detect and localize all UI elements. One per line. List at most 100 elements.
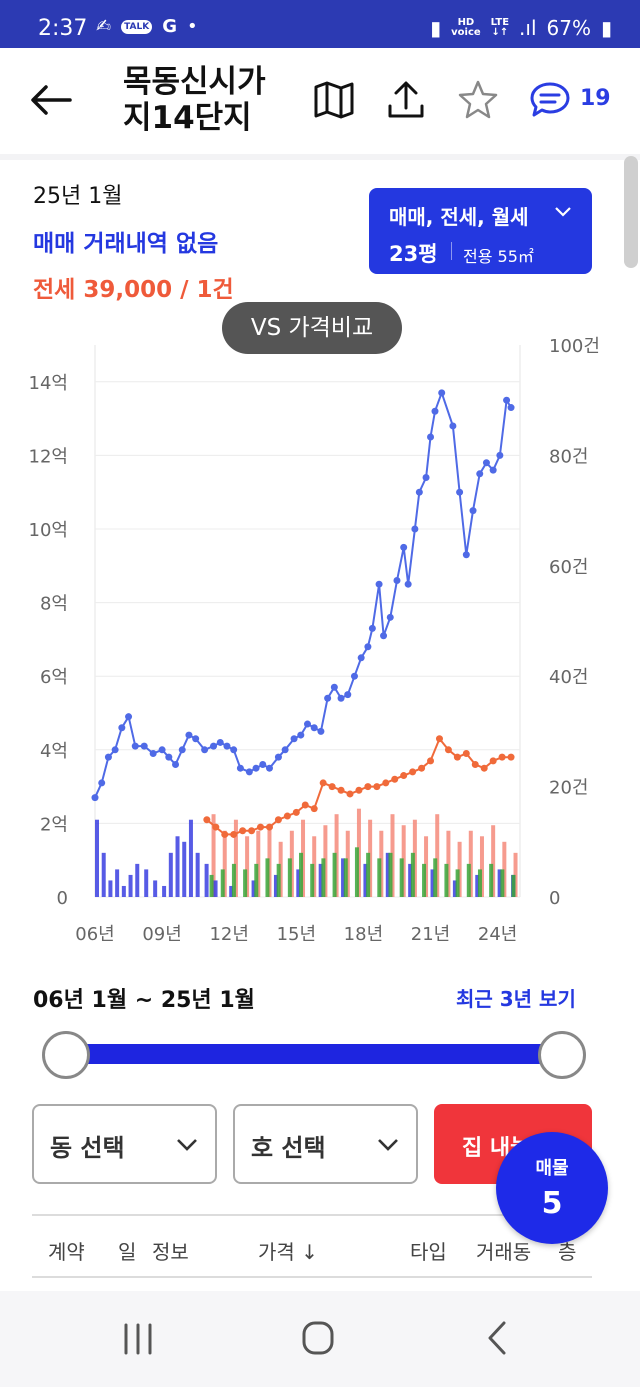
jeonse-price-point <box>319 779 327 787</box>
map-icon[interactable] <box>312 78 356 122</box>
sale-price-point <box>201 746 209 754</box>
range-slider-end-handle[interactable] <box>538 1031 586 1079</box>
monthly-volume-bar <box>489 863 494 897</box>
chevron-down-icon <box>555 207 571 217</box>
sale-price-point <box>91 794 99 802</box>
monthly-volume-bar <box>366 852 371 897</box>
ho-select[interactable]: 호 선택 <box>233 1104 418 1184</box>
sale-price-point <box>158 746 166 754</box>
sale-volume-bar <box>452 880 457 897</box>
home-icon[interactable] <box>288 1317 348 1361</box>
col-floor[interactable]: 층 <box>558 1240 577 1264</box>
sale-price-point <box>380 632 388 640</box>
jeonse-volume-bar <box>479 836 484 897</box>
monthly-volume-bar <box>310 863 315 897</box>
sale-volume-bar <box>273 874 278 897</box>
sale-price-point <box>324 694 332 702</box>
range-slider-track[interactable] <box>66 1044 562 1064</box>
sale-price-point <box>357 654 365 662</box>
jeonse-price-point <box>274 816 282 824</box>
recent-apps-icon[interactable] <box>108 1317 168 1361</box>
monthly-volume-bar <box>276 863 281 897</box>
x-tick-label: 18년 <box>344 924 383 945</box>
header-divider <box>0 154 640 160</box>
vs-compare-button[interactable]: VS 가격비교 <box>222 302 402 354</box>
jeonse-price-point <box>239 827 247 835</box>
dong-select-label: 동 선택 <box>50 1134 125 1162</box>
sale-price-point <box>438 389 446 397</box>
monthly-volume-bar <box>254 863 259 897</box>
chat-icon[interactable] <box>528 78 572 122</box>
monthly-volume-bar <box>287 858 292 897</box>
range-slider-start-handle[interactable] <box>42 1031 90 1079</box>
sale-price-point <box>252 764 260 772</box>
price-chart[interactable]: 0 2억 4억 6억 8억 10억 12억 14억 0 20건 40건 60건 80건 100건 06년 09… <box>0 330 640 950</box>
sale-volume-bar <box>195 852 200 897</box>
jeonse-price-point <box>453 753 461 761</box>
monthly-volume-bar <box>500 869 505 897</box>
sale-volume-bar <box>318 863 323 897</box>
monthly-volume-bar <box>220 869 225 897</box>
jeonse-price-point <box>489 757 497 765</box>
sale-price-point <box>140 742 148 750</box>
sale-volume-bar <box>341 858 346 897</box>
sale-volume-bar <box>108 880 113 897</box>
sale-price-point <box>310 724 318 732</box>
col-price-sort[interactable]: 가격 ↓ <box>258 1240 318 1264</box>
chevron-down-icon <box>378 1139 398 1151</box>
chat-count[interactable]: 19 <box>580 86 611 111</box>
y-right-tick-label: 100건 <box>549 336 600 357</box>
sale-price-point <box>245 768 253 776</box>
monthly-volume-bar <box>477 869 482 897</box>
col-contract[interactable]: 계약 <box>48 1240 85 1264</box>
sale-volume-bar <box>115 869 120 897</box>
recent-3-years-link[interactable]: 최근 3년 보기 <box>456 987 576 1011</box>
sale-price-point <box>281 746 289 754</box>
monthly-volume-bar <box>354 847 359 897</box>
dong-select[interactable]: 동 선택 <box>32 1104 217 1184</box>
monthly-volume-bar <box>377 858 382 897</box>
sale-price-point <box>223 742 231 750</box>
monthly-volume-bar <box>231 863 236 897</box>
jeonse-volume-bar <box>245 836 250 897</box>
y-right-tick-label: 80건 <box>549 446 588 467</box>
nav-back-icon[interactable] <box>468 1317 528 1361</box>
sale-volume-bar <box>475 874 480 897</box>
back-arrow-icon[interactable] <box>28 80 74 120</box>
col-building[interactable]: 거래동 <box>476 1240 532 1264</box>
star-icon[interactable] <box>456 78 500 122</box>
sale-price-point <box>344 691 352 699</box>
monthly-volume-bar <box>455 869 460 897</box>
sale-price-point <box>400 543 408 551</box>
col-info[interactable]: 정보 <box>152 1240 189 1264</box>
area-separator <box>451 242 452 260</box>
trade-type-select[interactable]: 매매, 전세, 월세 23평 전용 55㎡ <box>369 188 592 274</box>
jeonse-price-point <box>328 783 336 791</box>
sale-price-point <box>411 525 419 533</box>
y-left-tick-label: 0 <box>57 888 68 909</box>
jeonse-price-point <box>435 735 443 743</box>
more-dot-icon: • <box>187 16 198 37</box>
sale-price-point <box>449 422 457 430</box>
sale-price-point <box>469 507 477 515</box>
sale-price-point <box>98 779 106 787</box>
price-chart-svg[interactable]: 0 2억 4억 6억 8억 10억 12억 14억 0 20건 40건 60건 80건 100건 06년 09… <box>0 330 640 950</box>
sale-price-point <box>125 713 133 721</box>
sale-price-point <box>317 727 325 735</box>
jeonse-price-point <box>462 749 470 757</box>
listings-fab[interactable]: 매물 5 <box>496 1132 608 1244</box>
col-day[interactable]: 일 <box>118 1240 137 1264</box>
y-left-tick-label: 10억 <box>29 520 68 541</box>
sale-volume-bar <box>188 819 193 897</box>
share-icon[interactable] <box>384 78 428 122</box>
sale-volume-bar <box>153 880 158 897</box>
sale-price-point <box>431 407 439 415</box>
jeonse-price-point <box>221 830 229 838</box>
jeonse-price-point <box>507 753 515 761</box>
col-type[interactable]: 타입 <box>410 1240 447 1264</box>
jeonse-price-point <box>203 816 211 824</box>
sale-volume-bar <box>385 852 390 897</box>
sale-volume-bar <box>168 852 173 897</box>
jeonse-volume-bar <box>222 830 227 897</box>
scrollbar[interactable] <box>624 156 638 268</box>
